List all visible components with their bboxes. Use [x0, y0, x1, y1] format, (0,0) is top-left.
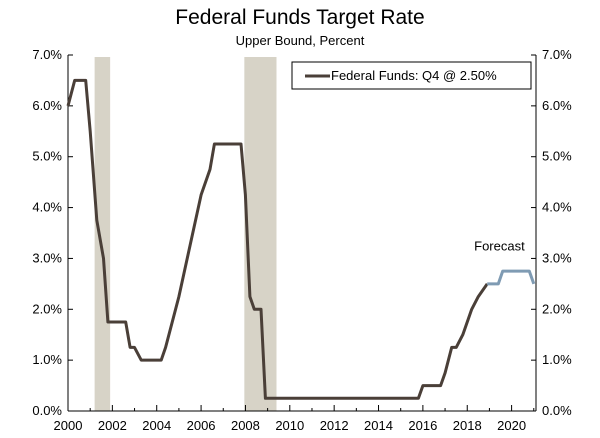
- chart-title: Federal Funds Target Rate: [175, 6, 425, 29]
- x-tick-label: 2018: [453, 418, 482, 433]
- y-tick-label-right: 0.0%: [542, 403, 572, 418]
- y-tick-label-right: 5.0%: [542, 149, 572, 164]
- recession-bands: [94, 57, 277, 411]
- x-tick-label: 2020: [497, 418, 526, 433]
- y-tick-label-left: 1.0%: [32, 352, 62, 367]
- x-tick-label: 2016: [408, 418, 437, 433]
- series-line-forecast: [487, 269, 536, 286]
- x-tick-label: 2006: [187, 418, 216, 433]
- y-tick-label-left: 3.0%: [32, 250, 62, 265]
- legend-box: [291, 61, 532, 90]
- x-tick-label: 2010: [275, 418, 304, 433]
- y-tick-label-right: 7.0%: [542, 47, 572, 62]
- y-tick-label-left: 0.0%: [32, 403, 62, 418]
- recession-band-2: [244, 57, 277, 411]
- x-tick-label: 2000: [54, 418, 83, 433]
- y-tick-label-left: 2.0%: [32, 301, 62, 316]
- forecast-annotation: Forecast: [474, 238, 525, 253]
- y-tick-label-right: 1.0%: [542, 352, 572, 367]
- y-tick-label-left: 5.0%: [32, 149, 62, 164]
- x-tick-label: 2004: [142, 418, 171, 433]
- x-tick-label: 2008: [231, 418, 260, 433]
- x-tick-label: 2014: [364, 418, 393, 433]
- y-tick-label-left: 7.0%: [32, 47, 62, 62]
- y-tick-label-right: 4.0%: [542, 200, 572, 215]
- recession-band-1: [94, 57, 111, 411]
- legend: Federal Funds: Q4 @ 2.50%: [291, 61, 532, 90]
- x-tick-label: 2012: [320, 418, 349, 433]
- x-tick-label: 2002: [98, 418, 127, 433]
- chart-subtitle: Upper Bound, Percent: [235, 33, 365, 48]
- y-tick-label-right: 6.0%: [542, 98, 572, 113]
- series-lines: [66, 78, 536, 400]
- y-tick-label-right: 3.0%: [542, 250, 572, 265]
- y-tick-label-left: 4.0%: [32, 200, 62, 215]
- legend-label-federal-funds: Federal Funds: Q4 @ 2.50%: [331, 68, 497, 83]
- y-tick-label-left: 6.0%: [32, 98, 62, 113]
- y-tick-label-right: 2.0%: [542, 301, 572, 316]
- series-line-federal-funds: [66, 78, 489, 400]
- chart-axes: 0.0% 0.0% 1.0% 1.0% 2.0% 2.0% 3.0% 3.0% 4.0% 4.0%…: [32, 47, 572, 433]
